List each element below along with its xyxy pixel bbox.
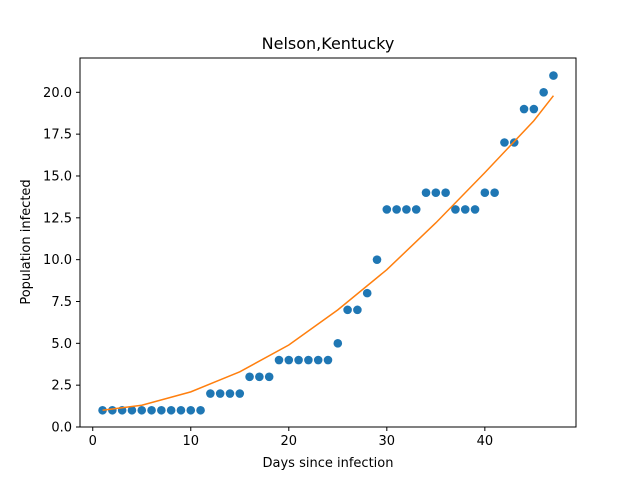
data-point xyxy=(362,288,372,298)
y-tick-label: 5.0 xyxy=(51,337,72,352)
data-point xyxy=(353,305,362,315)
data-point xyxy=(372,255,382,264)
data-point xyxy=(127,405,137,415)
x-tick-label: 0 xyxy=(89,434,97,449)
y-tick-label: 7.5 xyxy=(51,295,72,310)
data-point xyxy=(215,389,225,398)
y-tick-label: 17.5 xyxy=(43,128,72,143)
data-point xyxy=(294,355,303,365)
plot-area xyxy=(98,71,558,415)
data-point xyxy=(98,405,107,415)
x-tick-label: 20 xyxy=(281,434,298,449)
data-point xyxy=(304,355,313,365)
chart-title: Nelson,Kentucky xyxy=(262,34,395,53)
data-point xyxy=(186,405,196,415)
data-point xyxy=(451,205,460,214)
data-point xyxy=(490,188,499,198)
data-point xyxy=(480,188,490,198)
y-tick-label: 15.0 xyxy=(43,169,72,184)
data-point xyxy=(137,405,147,415)
data-point xyxy=(529,104,539,114)
data-point xyxy=(147,405,156,415)
data-point xyxy=(157,405,166,415)
x-axis: 0 10 20 30 40 xyxy=(89,427,494,449)
data-point xyxy=(274,355,284,365)
data-point xyxy=(196,405,205,415)
data-point xyxy=(392,205,401,214)
data-point xyxy=(431,188,441,198)
y-tick-label: 2.5 xyxy=(51,379,72,394)
data-point xyxy=(500,138,509,147)
data-point xyxy=(343,305,352,315)
data-point xyxy=(206,389,215,398)
x-tick-label: 40 xyxy=(477,434,494,449)
y-tick-label: 10.0 xyxy=(43,253,72,268)
data-point xyxy=(284,355,294,365)
y-tick-label: 0.0 xyxy=(51,421,72,436)
data-point xyxy=(470,205,480,214)
data-point xyxy=(421,188,431,198)
data-point xyxy=(333,339,343,348)
data-point xyxy=(166,405,176,415)
data-point xyxy=(519,104,529,114)
y-axis-title: Population infected xyxy=(19,179,34,304)
x-axis-title: Days since infection xyxy=(263,456,394,471)
data-point xyxy=(264,372,274,382)
x-tick-label: 30 xyxy=(379,434,396,449)
y-tick-label: 12.5 xyxy=(43,211,72,226)
data-point xyxy=(108,405,117,415)
data-point xyxy=(255,372,264,382)
data-point xyxy=(225,389,235,398)
fit-line xyxy=(102,95,555,412)
data-point xyxy=(402,205,411,214)
data-point xyxy=(539,88,548,97)
y-axis: 0.0 2.5 5.0 7.5 10.0 12.5 15.0 17.5 20.0 xyxy=(43,86,80,436)
data-point xyxy=(382,205,392,214)
data-point xyxy=(549,71,558,80)
x-tick-label: 10 xyxy=(182,434,199,449)
data-point xyxy=(411,205,421,214)
data-point xyxy=(323,355,333,365)
plot-frame xyxy=(79,57,577,428)
data-point xyxy=(313,355,323,365)
data-point xyxy=(245,372,254,382)
data-point xyxy=(460,205,470,214)
data-point xyxy=(176,405,186,415)
data-point xyxy=(441,188,450,198)
data-point xyxy=(235,389,245,398)
y-tick-label: 20.0 xyxy=(43,86,72,101)
